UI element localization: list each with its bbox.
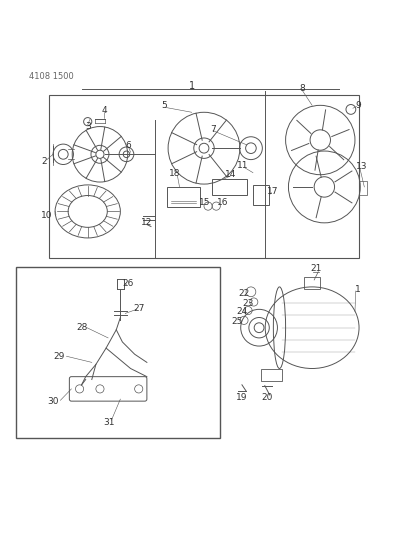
- Text: 21: 21: [310, 264, 322, 273]
- Text: 14: 14: [225, 170, 236, 179]
- Text: 23: 23: [242, 298, 253, 308]
- Text: 30: 30: [47, 398, 59, 407]
- Text: 13: 13: [356, 162, 367, 171]
- Text: 9: 9: [355, 101, 361, 110]
- Text: 10: 10: [41, 211, 53, 220]
- Text: 29: 29: [53, 352, 65, 361]
- Text: 26: 26: [123, 279, 134, 288]
- Text: 7: 7: [210, 125, 216, 133]
- Text: 24: 24: [236, 308, 248, 316]
- Text: 4108 1500: 4108 1500: [29, 72, 73, 81]
- Text: 1: 1: [355, 285, 360, 294]
- Text: 22: 22: [239, 288, 250, 297]
- Text: 4: 4: [101, 106, 107, 115]
- Text: 19: 19: [236, 393, 248, 402]
- Text: 12: 12: [141, 218, 153, 227]
- Text: 15: 15: [199, 198, 211, 207]
- Text: 28: 28: [76, 323, 87, 332]
- Text: 1: 1: [188, 81, 195, 91]
- Text: 2: 2: [41, 157, 47, 166]
- Text: 3: 3: [85, 122, 91, 131]
- Text: 5: 5: [162, 101, 167, 110]
- Text: 18: 18: [169, 169, 180, 179]
- Text: 6: 6: [126, 141, 131, 150]
- Text: 25: 25: [232, 317, 243, 326]
- Text: 27: 27: [133, 304, 144, 313]
- Text: 11: 11: [237, 161, 249, 170]
- Text: 31: 31: [104, 418, 115, 427]
- Text: 17: 17: [267, 187, 278, 196]
- Text: 16: 16: [217, 198, 228, 207]
- Text: 20: 20: [262, 393, 273, 402]
- Text: 8: 8: [299, 84, 305, 93]
